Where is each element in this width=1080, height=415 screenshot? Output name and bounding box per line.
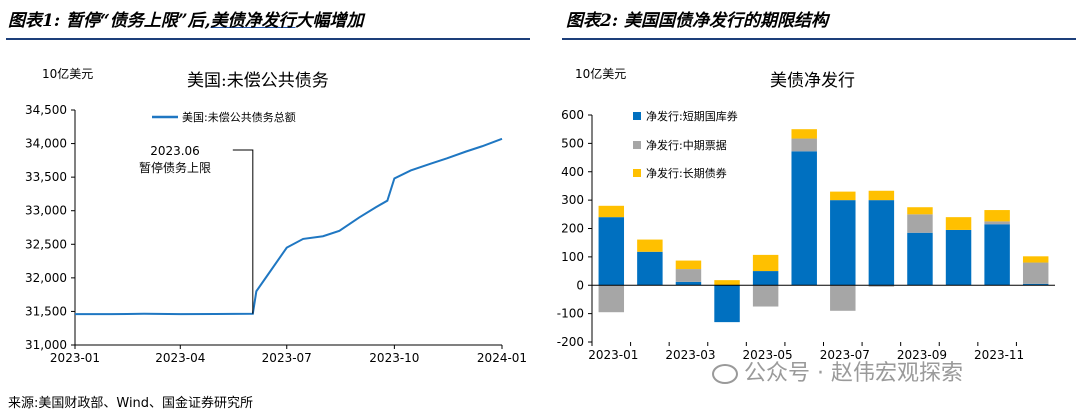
x-tick-label: 2024-01 [477, 351, 527, 365]
header-rule-left [6, 38, 530, 40]
bar-segment [984, 221, 1010, 225]
bar-segment [598, 217, 625, 286]
figure-2-label: 图表2: [566, 11, 619, 31]
x-tick-label: 2023-07 [262, 351, 312, 365]
bar-segment [1022, 283, 1049, 286]
bar-segment [675, 269, 702, 282]
figure-1-title-pre: 暂停“债务上限”后, [66, 11, 211, 31]
debt-series-line [75, 137, 503, 316]
net-issuance-bar-chart: -200 -100 0 100 200 300 400 500 600 2023-01 2023-0… [557, 108, 1055, 362]
bar-segment [868, 285, 895, 287]
y-tick-label: 32,500 [25, 237, 67, 251]
bar-segment [907, 207, 933, 215]
figure-2-title: 图表2: 美国国债净发行的期限结构 [566, 6, 828, 31]
legend-label: 净发行:短期国库券 [646, 109, 738, 123]
annotation-text: 暂停债务上限 [139, 160, 211, 175]
bar-segment [984, 224, 1010, 286]
legend-label: 净发行:中期票据 [646, 138, 727, 152]
bar-segment [791, 138, 817, 152]
bar-segment [1022, 256, 1049, 263]
bar-segment [637, 251, 663, 286]
watermark: 公众号 · 赵伟宏观探索 [712, 355, 963, 387]
chart-2-title: 美债净发行 [770, 71, 855, 91]
bar-segment [907, 232, 933, 286]
bar-segment [1022, 262, 1049, 284]
y-tick-label: 34,500 [25, 103, 67, 117]
bar-segment [945, 217, 972, 230]
bar-segment [714, 285, 740, 323]
legend-label-debt: 美国:未偿公共债务总额 [182, 110, 296, 124]
figure-1-title: 图表1: 暂停“债务上限”后,美债净发行大幅增加 [8, 6, 364, 31]
chart-1-title: 美国:未偿公共债务 [187, 71, 329, 91]
x-tick-label: 2023-07 [820, 348, 870, 362]
y-tick-label: -200 [557, 335, 584, 349]
y-tick-label: 100 [561, 250, 584, 264]
y-tick-label: 34,000 [25, 137, 67, 151]
y-tick-label: 33,000 [25, 204, 67, 218]
y-tick-label: 32,000 [25, 271, 67, 285]
y-tick-label: 300 [561, 193, 584, 207]
bar-segment [791, 151, 817, 286]
x-tick-label: 2023-11 [974, 348, 1024, 362]
y-tick-label: 31,500 [25, 304, 67, 318]
bar-segment [598, 285, 625, 313]
bar-segment [907, 214, 933, 233]
y-tick-label: 0 [576, 278, 584, 292]
annotation-leader-line [232, 149, 254, 314]
figure-1-label: 图表1: [8, 11, 61, 31]
wechat-icon [712, 364, 738, 384]
figure-2-title-text: 美国国债净发行的期限结构 [624, 11, 829, 31]
header-rule-right [562, 38, 1076, 40]
legend-label: 净发行:长期债券 [646, 166, 727, 180]
bar-segment [598, 205, 625, 218]
legend-swatch [633, 141, 641, 149]
bar-segment [714, 280, 740, 286]
bar-segment [830, 200, 856, 286]
x-tick-label: 2023-01 [588, 348, 638, 362]
y-tick-label: 600 [561, 108, 584, 122]
bar-segment [945, 229, 972, 286]
y-tick-label: 200 [561, 222, 584, 236]
legend-swatch [633, 169, 641, 177]
bar-segment [830, 191, 856, 201]
bar-segment [752, 271, 779, 286]
source-note: 来源:美国财政部、Wind、国金证券研究所 [8, 396, 254, 411]
bar-segment [675, 281, 702, 286]
figure-1-title-post: 大幅增加 [295, 11, 364, 31]
y-tick-label: -100 [557, 307, 584, 321]
bar-segment [637, 239, 663, 252]
chart-2-unit: 10亿美元 [575, 67, 627, 81]
bar-segment [675, 260, 702, 270]
x-tick-label: 2023-10 [369, 351, 419, 365]
annotation-date: 2023.06 [150, 144, 200, 158]
y-tick-label: 33,500 [25, 170, 67, 184]
chart-1-unit: 10亿美元 [42, 67, 94, 81]
y-tick-label: 500 [561, 136, 584, 150]
bar-segment [752, 254, 779, 272]
x-tick-label: 2023-09 [897, 348, 947, 362]
bar-segment [791, 129, 817, 139]
watermark-text: 公众号 · 赵伟宏观探索 [744, 361, 963, 386]
bar-segment [868, 190, 895, 201]
figure-1-title-highlight: 美债净发行 [210, 11, 296, 31]
bar-segment [752, 285, 779, 307]
y-tick-label: 31,000 [25, 338, 67, 352]
y-tick-label: 400 [561, 165, 584, 179]
x-tick-label: 2023-05 [743, 348, 793, 362]
bar-segment [868, 200, 895, 286]
bar-segment [984, 210, 1010, 222]
x-tick-label: 2023-04 [155, 351, 205, 365]
debt-line-chart: 31,000 31,500 32,000 32,500 33,000 33,500 34,0… [25, 103, 527, 365]
x-tick-label: 2023-01 [50, 351, 100, 365]
bar-segment [830, 285, 856, 311]
legend-swatch [633, 112, 641, 120]
x-tick-label: 2023-03 [665, 348, 715, 362]
